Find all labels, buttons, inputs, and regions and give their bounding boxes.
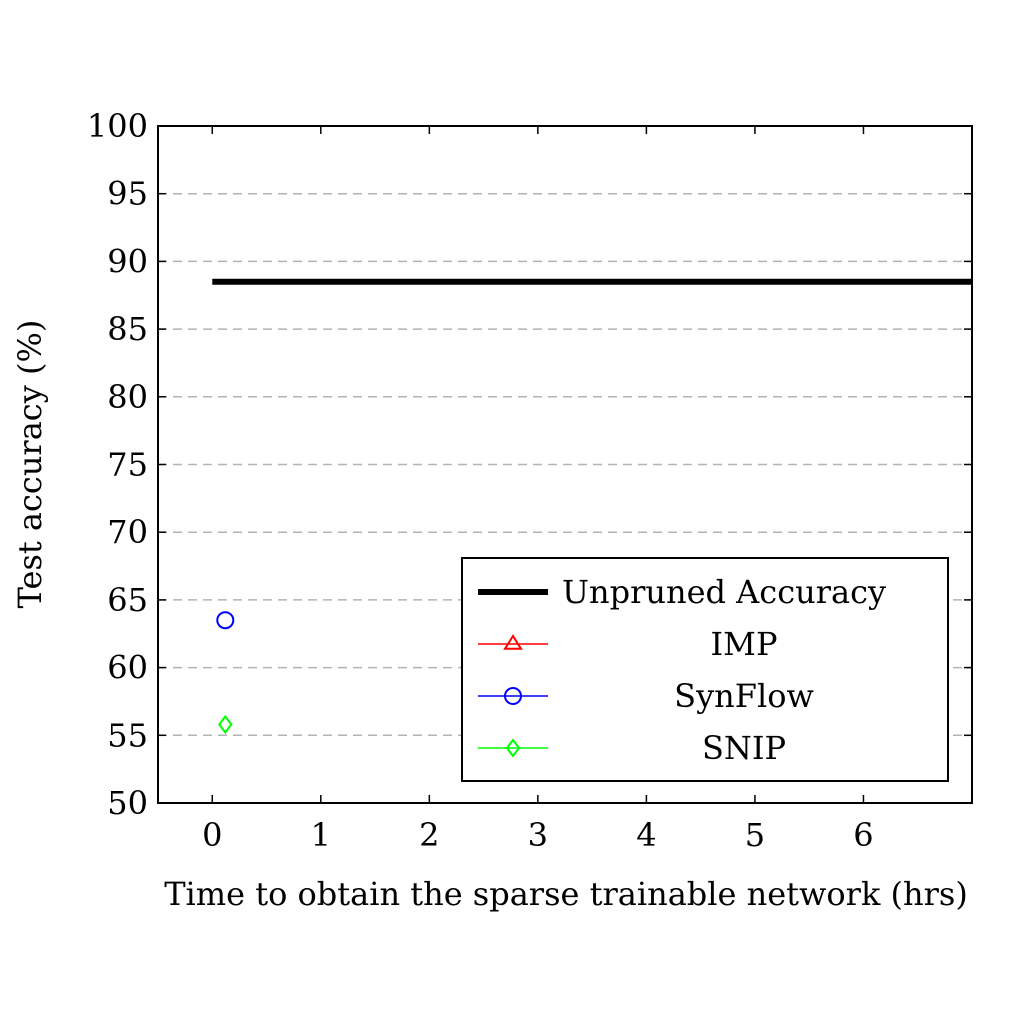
x-tick-label: 5	[745, 816, 765, 854]
y-tick-label: 100	[87, 107, 148, 145]
y-tick-label: 95	[107, 175, 148, 213]
legend-marker-synflow	[504, 687, 522, 705]
y-tick-label: 90	[107, 242, 148, 280]
y-tick-label: 70	[107, 513, 148, 551]
y-tick-label: 80	[107, 378, 148, 416]
legend-label-unpruned-accuracy: Unpruned Accuracy	[562, 573, 886, 611]
y-tick-label: 60	[107, 649, 148, 687]
y-tick-label: 85	[107, 310, 148, 348]
y-tick-label: 65	[107, 581, 148, 619]
x-tick-label: 3	[528, 816, 548, 854]
x-tick-label: 6	[853, 816, 873, 854]
x-tick-label: 2	[419, 816, 439, 854]
y-axis-label: Test accuracy (%)	[11, 320, 49, 609]
x-axis-label: Time to obtain the sparse trainable netw…	[164, 875, 968, 913]
legend-marker-snip	[505, 738, 521, 758]
series-layer	[216, 611, 235, 735]
legend-box	[461, 557, 949, 782]
legend-marker-imp	[503, 634, 523, 650]
legend-label-synflow: SynFlow	[674, 677, 814, 715]
legend: Unpruned Accuracy IMP SynFlow SNIP	[461, 557, 949, 782]
grid-layer	[158, 192, 972, 737]
data-point-snip	[218, 714, 233, 735]
legend-label-snip: SNIP	[702, 729, 786, 767]
y-tick-label: 50	[107, 784, 148, 822]
data-point-synflow	[216, 611, 235, 630]
y-tick-label: 55	[107, 716, 148, 754]
x-tick-label: 4	[636, 816, 656, 854]
y-tick-label: 75	[107, 446, 148, 484]
x-tick-label: 0	[202, 816, 222, 854]
x-tick-label: 1	[311, 816, 331, 854]
tick-layer: 50 55 60 65 70 75 80 85 90 95 100 0 1 2 3 4 5 6	[87, 107, 972, 854]
plot-frame	[157, 125, 973, 804]
legend-label-imp: IMP	[711, 625, 778, 663]
